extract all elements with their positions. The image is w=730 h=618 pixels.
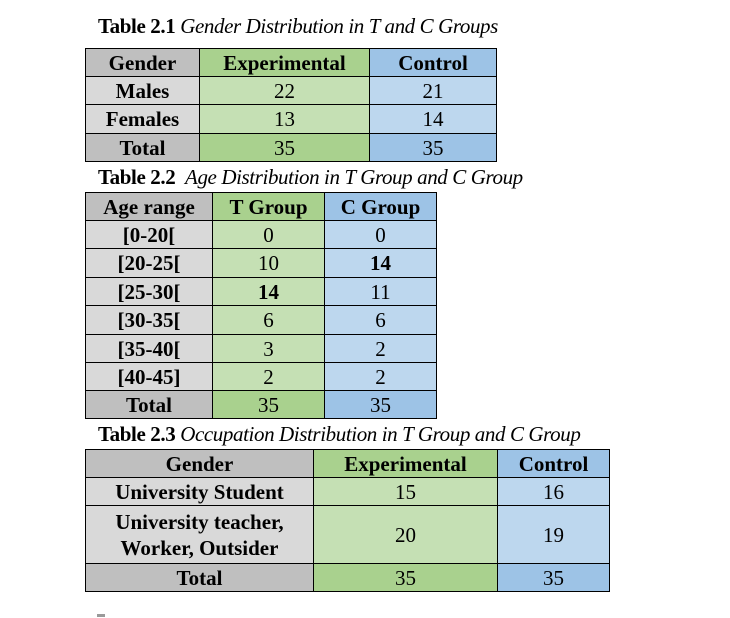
- table-cell: 2: [324, 362, 437, 391]
- table1-caption-title: Gender Distribution in T and C Groups: [180, 14, 498, 38]
- row-label: University teacher, Worker, Outsider: [85, 505, 314, 564]
- table-cell: 10: [212, 248, 325, 278]
- table-cell: 11: [324, 277, 437, 306]
- total-row: Total 35 35: [85, 390, 437, 419]
- row-label: [35-40[: [85, 334, 213, 363]
- column-header: C Group: [324, 192, 437, 221]
- table2-caption: Table 2.2 Age Distribution in T Group an…: [98, 165, 523, 189]
- row-label: Total: [85, 563, 314, 592]
- table-cell: 14: [369, 104, 497, 134]
- row-label-line: Worker, Outsider: [120, 535, 279, 560]
- table-header-row: Gender Experimental Control: [85, 449, 610, 478]
- table-cell: 6: [324, 305, 437, 335]
- table-cell: 35: [324, 390, 437, 419]
- total-row: Total 35 35: [85, 133, 497, 162]
- column-header: Gender: [85, 48, 200, 77]
- table-row: University teacher, Worker, Outsider 20 …: [85, 505, 610, 564]
- column-header: Experimental: [313, 449, 498, 478]
- column-header: T Group: [212, 192, 325, 221]
- row-label: Total: [85, 133, 200, 162]
- table-cell: 6: [212, 305, 325, 335]
- row-label: [0-20[: [85, 220, 213, 249]
- row-label: Females: [85, 104, 200, 134]
- table-row: [30-35[ 6 6: [85, 305, 437, 335]
- table-cell: 35: [497, 563, 610, 592]
- column-header: Control: [497, 449, 610, 478]
- table-cell: 35: [199, 133, 370, 162]
- table-row: Females 13 14: [85, 104, 497, 134]
- table-cell: 22: [199, 76, 370, 105]
- table-cell: 19: [497, 505, 610, 564]
- row-label: [40-45]: [85, 362, 213, 391]
- table-cell: 13: [199, 104, 370, 134]
- table-cell: 35: [212, 390, 325, 419]
- table-row: [25-30[ 14 11: [85, 277, 437, 306]
- table-cell: 2: [324, 334, 437, 363]
- table-row: [40-45] 2 2: [85, 362, 437, 391]
- row-label: [20-25[: [85, 248, 213, 278]
- table1-caption-number: Table 2.1: [98, 14, 176, 38]
- table3-caption-number: Table 2.3: [98, 422, 176, 446]
- table-cell: 21: [369, 76, 497, 105]
- row-label: University Student: [85, 477, 314, 506]
- column-header: Experimental: [199, 48, 370, 77]
- table-cell: 16: [497, 477, 610, 506]
- occupation-distribution-table: Gender Experimental Control University S…: [85, 449, 610, 592]
- row-label: Total: [85, 390, 213, 419]
- table-row: [35-40[ 3 2: [85, 334, 437, 363]
- table2-caption-number: Table 2.2: [98, 165, 176, 189]
- row-label: [30-35[: [85, 305, 213, 335]
- table3-caption-title: Occupation Distribution in T Group and C…: [180, 422, 581, 446]
- table-row: University Student 15 16: [85, 477, 610, 506]
- table-row: [0-20[ 0 0: [85, 220, 437, 249]
- table-header-row: Gender Experimental Control: [85, 48, 497, 77]
- table-cell: 0: [324, 220, 437, 249]
- table-cell: 35: [313, 563, 498, 592]
- table-cell: 2: [212, 362, 325, 391]
- table-cell: 3: [212, 334, 325, 363]
- row-label-line: University teacher,: [115, 509, 284, 534]
- age-distribution-table: Age range T Group C Group [0-20[ 0 0 [20…: [85, 192, 437, 419]
- column-header: Control: [369, 48, 497, 77]
- gender-distribution-table: Gender Experimental Control Males 22 21 …: [85, 48, 497, 162]
- table1-caption: Table 2.1 Gender Distribution in T and C…: [98, 14, 498, 38]
- table-row: [20-25[ 10 14: [85, 248, 437, 278]
- row-label: Males: [85, 76, 200, 105]
- table-cell: 14: [212, 277, 325, 306]
- text-cursor-mark: [97, 614, 105, 617]
- row-label: [25-30[: [85, 277, 213, 306]
- table-cell: 0: [212, 220, 325, 249]
- total-row: Total 35 35: [85, 563, 610, 592]
- table-cell: 35: [369, 133, 497, 162]
- table3-caption: Table 2.3 Occupation Distribution in T G…: [98, 422, 581, 446]
- column-header: Gender: [85, 449, 314, 478]
- table2-caption-title: Age Distribution in T Group and C Group: [185, 165, 523, 189]
- table-cell: 14: [324, 248, 437, 278]
- table-row: Males 22 21: [85, 76, 497, 105]
- table-cell: 15: [313, 477, 498, 506]
- table-header-row: Age range T Group C Group: [85, 192, 437, 221]
- table-cell: 20: [313, 505, 498, 564]
- column-header: Age range: [85, 192, 213, 221]
